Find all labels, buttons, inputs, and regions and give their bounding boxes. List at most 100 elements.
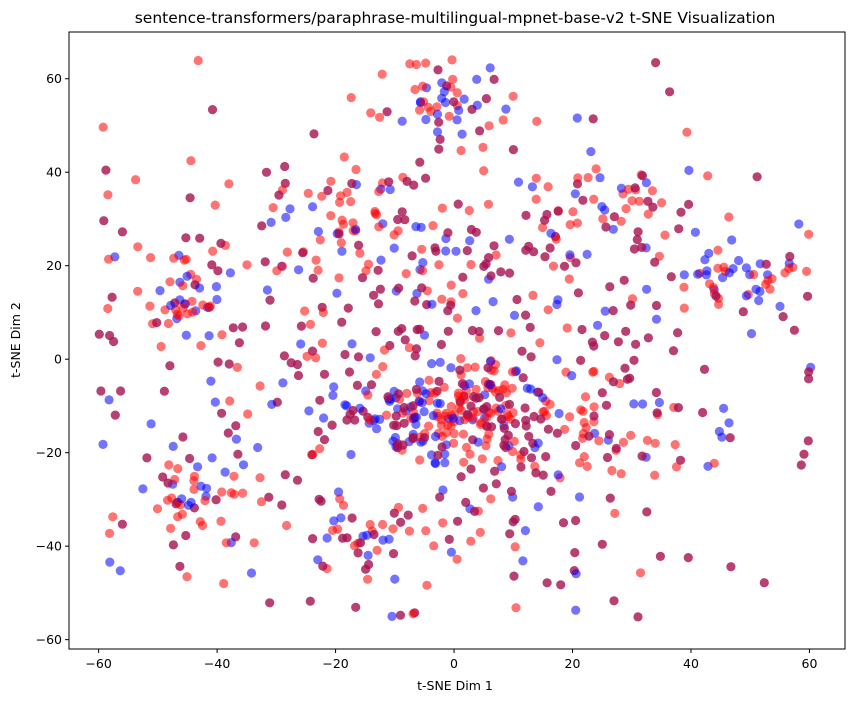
scatter-point xyxy=(224,179,234,189)
scatter-point xyxy=(279,351,289,361)
scatter-point xyxy=(181,330,191,340)
scatter-point xyxy=(497,462,507,472)
scatter-point xyxy=(131,175,141,185)
scatter-point xyxy=(298,248,308,258)
scatter-point xyxy=(354,240,364,250)
scatter-point xyxy=(518,556,528,566)
scatter-point xyxy=(329,516,339,526)
scatter-point xyxy=(725,433,735,443)
scatter-point xyxy=(260,257,270,267)
scatter-point xyxy=(417,398,427,408)
scatter-point xyxy=(759,578,769,588)
scatter-point xyxy=(462,363,472,373)
scatter-point xyxy=(629,244,640,254)
scatter-point xyxy=(581,423,591,433)
scatter-point xyxy=(784,263,794,274)
x-tick-label: 60 xyxy=(802,656,818,671)
scatter-point xyxy=(507,367,518,377)
scatter-point xyxy=(313,426,323,437)
scatter-point xyxy=(96,386,106,396)
scatter-point xyxy=(587,337,598,347)
scatter-point xyxy=(296,339,306,349)
scatter-point xyxy=(538,393,548,403)
scatter-point xyxy=(541,452,551,462)
scatter-point xyxy=(488,297,498,307)
scatter-point xyxy=(417,283,427,293)
scatter-point xyxy=(246,568,257,578)
scatter-point xyxy=(709,458,719,468)
scatter-point xyxy=(434,260,444,270)
scatter-point xyxy=(483,363,493,373)
scatter-point xyxy=(470,362,480,372)
y-tick-label: −40 xyxy=(36,539,62,554)
scatter-point xyxy=(303,188,313,198)
scatter-point xyxy=(207,260,217,270)
scatter-point xyxy=(168,441,178,451)
scatter-point xyxy=(673,403,684,413)
scatter-point xyxy=(146,419,156,429)
scatter-point xyxy=(372,545,382,555)
scatter-point xyxy=(540,215,550,225)
scatter-point xyxy=(761,259,771,269)
scatter-point xyxy=(437,442,447,452)
scatter-point xyxy=(647,186,658,196)
scatter-point xyxy=(195,283,205,293)
scatter-point xyxy=(637,451,647,461)
scatter-point xyxy=(317,191,327,201)
scatter-point xyxy=(411,419,421,429)
scatter-point xyxy=(231,434,241,444)
scatter-point xyxy=(679,270,689,280)
scatter-point xyxy=(179,255,189,265)
scatter-point xyxy=(440,458,450,468)
scatter-point xyxy=(117,519,127,529)
scatter-point xyxy=(318,307,328,318)
scatter-point xyxy=(601,400,612,410)
scatter-point xyxy=(458,272,468,282)
scatter-point xyxy=(174,311,184,321)
scatter-point xyxy=(396,517,406,527)
scatter-point xyxy=(366,380,377,390)
scatter-point xyxy=(313,226,323,237)
scatter-point xyxy=(196,341,206,351)
scatter-point xyxy=(318,561,328,571)
scatter-point xyxy=(635,568,646,578)
scatter-point xyxy=(357,273,368,283)
scatter-point xyxy=(430,388,440,398)
scatter-point xyxy=(233,449,243,459)
scatter-point xyxy=(145,301,155,311)
scatter-point xyxy=(427,359,437,369)
scatter-point xyxy=(650,438,660,448)
scatter-point xyxy=(460,415,470,425)
scatter-point xyxy=(336,238,346,248)
scatter-point xyxy=(684,165,694,175)
scatter-point xyxy=(767,274,777,284)
scatter-point xyxy=(475,126,485,136)
scatter-point xyxy=(229,471,239,481)
scatter-point xyxy=(193,55,203,66)
scatter-point xyxy=(264,492,274,502)
scatter-point xyxy=(181,530,191,541)
scatter-point xyxy=(509,310,520,320)
scatter-point xyxy=(693,269,703,279)
scatter-point xyxy=(204,331,214,341)
scatter-point xyxy=(410,351,420,361)
scatter-point xyxy=(411,59,421,70)
scatter-point xyxy=(448,438,459,448)
scatter-point xyxy=(249,538,259,548)
scatter-point xyxy=(333,524,343,534)
scatter-point xyxy=(479,404,489,414)
scatter-point xyxy=(538,222,548,233)
scatter-point xyxy=(540,252,550,262)
scatter-point xyxy=(579,452,589,462)
scatter-point xyxy=(494,386,504,396)
scatter-point xyxy=(417,244,427,254)
scatter-point xyxy=(571,258,581,268)
scatter-point xyxy=(467,325,477,336)
scatter-point xyxy=(99,216,109,226)
scatter-point xyxy=(415,455,425,465)
scatter-point xyxy=(280,470,290,480)
scatter-point xyxy=(490,466,500,476)
scatter-point xyxy=(501,104,511,114)
scatter-point xyxy=(186,156,196,166)
